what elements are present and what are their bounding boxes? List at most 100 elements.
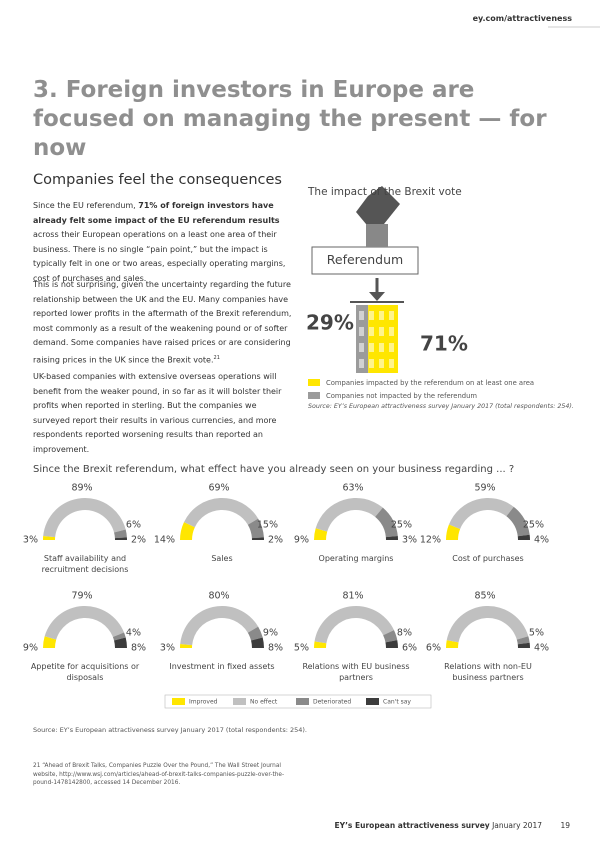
gauge-segment bbox=[180, 522, 195, 540]
gauge-segment bbox=[114, 529, 127, 539]
legend-swatch bbox=[308, 392, 320, 399]
panel-title: Sales bbox=[211, 554, 233, 563]
value-label: 81% bbox=[342, 591, 363, 602]
people-icon bbox=[359, 327, 364, 336]
value-label: 9% bbox=[263, 628, 278, 639]
chart-title: The impact of the Brexit vote bbox=[308, 186, 462, 198]
referendum-box bbox=[311, 246, 419, 275]
panel-title: Cost of purchases bbox=[452, 554, 524, 563]
footnote-text: “Ahead of Brexit Talks, Companies Puzzle… bbox=[33, 763, 285, 786]
gauge-segment bbox=[247, 626, 263, 641]
value-label: 5% bbox=[294, 643, 309, 654]
panel-title: Appetite for acquisitions or disposals bbox=[30, 662, 140, 682]
people-icon bbox=[369, 343, 374, 352]
footnote-number: 21 bbox=[33, 763, 41, 769]
legend-label: Deteriorated bbox=[313, 699, 351, 706]
value-label: 9% bbox=[23, 643, 38, 654]
section-title: Companies feel the consequences bbox=[33, 172, 282, 188]
people-icon bbox=[369, 311, 374, 320]
gauge-segment bbox=[315, 498, 383, 532]
legend-label: Companies impacted by the referendum on … bbox=[326, 379, 534, 387]
legend-label: No effect bbox=[250, 699, 278, 706]
gauge-segment bbox=[314, 641, 327, 648]
gauge-segment bbox=[448, 498, 514, 529]
value-label: 4% bbox=[534, 643, 549, 654]
legend-label: Improved bbox=[189, 699, 218, 706]
value-label: 69% bbox=[208, 483, 229, 494]
gauge-segment bbox=[112, 632, 126, 641]
people-icon bbox=[379, 343, 384, 352]
value-label: 63% bbox=[342, 483, 363, 494]
people-icon bbox=[389, 343, 394, 352]
value-label: 9% bbox=[294, 535, 309, 546]
gauge-segment bbox=[251, 637, 264, 648]
panel-title: Staff availability and recruitment decis… bbox=[41, 554, 129, 574]
value-label: 8% bbox=[397, 628, 412, 639]
text: This is not surprising, given the uncert… bbox=[33, 280, 292, 365]
gauge-segment bbox=[43, 636, 57, 648]
legend-label: Companies not impacted by the referendum bbox=[326, 392, 477, 400]
value-label: 15% bbox=[257, 520, 278, 531]
value-label: 3% bbox=[402, 535, 417, 546]
value-label: 4% bbox=[126, 628, 141, 639]
legend-label: Can't say bbox=[383, 699, 411, 706]
legend-box bbox=[164, 694, 432, 709]
gauge-segment bbox=[383, 630, 398, 643]
gauge-segment bbox=[314, 606, 395, 644]
gauge-segment bbox=[114, 637, 127, 648]
source: Source: EY’s European attractiveness sur… bbox=[33, 726, 307, 734]
gauge-segment bbox=[251, 537, 264, 540]
value-label: 3% bbox=[160, 643, 175, 654]
gauge-segment bbox=[43, 497, 126, 538]
gauge-segment bbox=[44, 605, 125, 640]
text: across their European operations on a le… bbox=[33, 230, 286, 283]
value-label: 2% bbox=[131, 535, 146, 546]
page-number: 19 bbox=[560, 821, 570, 830]
people-icon bbox=[379, 359, 384, 368]
gauge-segment bbox=[517, 642, 530, 648]
paragraph: This is not surprising, given the uncert… bbox=[33, 278, 295, 368]
value-label: 2% bbox=[268, 535, 283, 546]
text: Since the EU referendum, bbox=[33, 201, 139, 210]
gauge-segment bbox=[516, 636, 530, 645]
ballot-icon bbox=[366, 224, 388, 247]
value-label: 59% bbox=[474, 483, 495, 494]
gauge-segment bbox=[385, 640, 398, 648]
gauge-segment bbox=[183, 498, 259, 528]
gauge-segment bbox=[43, 536, 56, 540]
page-title: 3. Foreign investors in Europe are focus… bbox=[33, 77, 547, 161]
gauge-segment bbox=[446, 605, 529, 643]
people-icon bbox=[389, 311, 394, 320]
paragraph: UK-based companies with extensive overse… bbox=[33, 370, 295, 457]
people-icon bbox=[359, 343, 364, 352]
gauge-segment bbox=[506, 506, 530, 537]
value-label: 6% bbox=[402, 643, 417, 654]
panel-title: Relations with EU business partners bbox=[302, 662, 410, 682]
people-icon bbox=[389, 327, 394, 336]
date: January 2017 bbox=[492, 821, 542, 830]
value-label: 29% bbox=[306, 311, 354, 335]
gauge-segment bbox=[385, 536, 398, 540]
value-label: 4% bbox=[534, 535, 549, 546]
value-label: 6% bbox=[126, 520, 141, 531]
people-icon bbox=[369, 327, 374, 336]
people-icon bbox=[359, 311, 364, 320]
value-label: 85% bbox=[474, 591, 495, 602]
value-label: 80% bbox=[208, 591, 229, 602]
paragraph: Since the EU referendum, 71% of foreign … bbox=[33, 199, 295, 286]
legend-swatch bbox=[172, 698, 185, 705]
gauge-segment bbox=[314, 528, 328, 540]
value-label: 8% bbox=[268, 643, 283, 654]
value-label: 25% bbox=[391, 520, 412, 531]
gauge-segment bbox=[114, 537, 127, 540]
header-link[interactable]: ey.com/attractiveness bbox=[472, 14, 572, 23]
legend-swatch bbox=[296, 698, 309, 705]
legend-swatch bbox=[366, 698, 379, 705]
chart-title: Since the Brexit referendum, what effect… bbox=[33, 464, 515, 475]
footnote: 21 “Ahead of Brexit Talks, Companies Puz… bbox=[33, 762, 303, 788]
bold-text: 71% of foreign investors have already fe… bbox=[33, 201, 280, 225]
value-label: 14% bbox=[154, 535, 175, 546]
value-label: 3% bbox=[23, 535, 38, 546]
